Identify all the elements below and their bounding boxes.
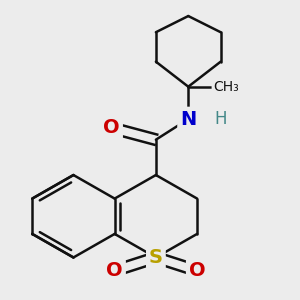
- Text: O: O: [189, 261, 206, 280]
- Text: S: S: [149, 248, 163, 267]
- Text: O: O: [103, 118, 120, 137]
- Text: N: N: [180, 110, 196, 129]
- Text: H: H: [214, 110, 227, 128]
- Text: CH₃: CH₃: [214, 80, 239, 94]
- Text: O: O: [106, 261, 123, 280]
